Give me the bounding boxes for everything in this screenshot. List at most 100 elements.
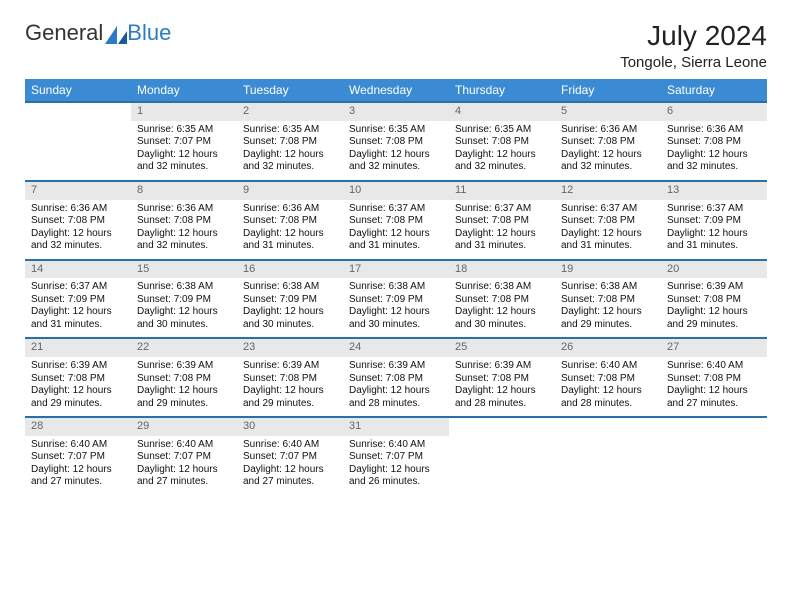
- calendar-day-cell: 26Sunrise: 6:40 AMSunset: 7:08 PMDayligh…: [555, 338, 661, 417]
- day-number: 29: [131, 418, 237, 436]
- daylight-line: Daylight: 12 hours and 31 minutes.: [243, 228, 337, 253]
- day-number: 12: [555, 182, 661, 200]
- daylight-line: Daylight: 12 hours and 32 minutes.: [667, 149, 761, 174]
- day-number: 24: [343, 339, 449, 357]
- day-data: Sunrise: 6:38 AMSunset: 7:09 PMDaylight:…: [237, 278, 343, 337]
- sunrise-line: Sunrise: 6:38 AM: [561, 281, 655, 294]
- calendar-day-cell: 8Sunrise: 6:36 AMSunset: 7:08 PMDaylight…: [131, 181, 237, 260]
- day-number: 20: [661, 261, 767, 279]
- daylight-line: Daylight: 12 hours and 27 minutes.: [31, 464, 125, 489]
- day-number: 13: [661, 182, 767, 200]
- sunrise-line: Sunrise: 6:36 AM: [243, 203, 337, 216]
- sunrise-line: Sunrise: 6:39 AM: [137, 360, 231, 373]
- sunset-line: Sunset: 7:07 PM: [137, 136, 231, 149]
- day-number-empty: [449, 418, 555, 437]
- day-number: 18: [449, 261, 555, 279]
- calendar-day-cell: 3Sunrise: 6:35 AMSunset: 7:08 PMDaylight…: [343, 102, 449, 181]
- sunrise-line: Sunrise: 6:38 AM: [137, 281, 231, 294]
- sunset-line: Sunset: 7:07 PM: [349, 451, 443, 464]
- day-data: Sunrise: 6:37 AMSunset: 7:08 PMDaylight:…: [343, 200, 449, 259]
- day-data: Sunrise: 6:39 AMSunset: 7:08 PMDaylight:…: [343, 357, 449, 416]
- sunrise-line: Sunrise: 6:36 AM: [137, 203, 231, 216]
- calendar-day-cell: 27Sunrise: 6:40 AMSunset: 7:08 PMDayligh…: [661, 338, 767, 417]
- day-data: Sunrise: 6:36 AMSunset: 7:08 PMDaylight:…: [131, 200, 237, 259]
- sunset-line: Sunset: 7:08 PM: [455, 294, 549, 307]
- sunset-line: Sunset: 7:08 PM: [667, 373, 761, 386]
- sunrise-line: Sunrise: 6:35 AM: [243, 124, 337, 137]
- daylight-line: Daylight: 12 hours and 28 minutes.: [561, 385, 655, 410]
- day-data: Sunrise: 6:40 AMSunset: 7:08 PMDaylight:…: [661, 357, 767, 416]
- day-number: 14: [25, 261, 131, 279]
- sunset-line: Sunset: 7:07 PM: [137, 451, 231, 464]
- sunrise-line: Sunrise: 6:40 AM: [137, 439, 231, 452]
- brand-word-2: Blue: [127, 20, 171, 46]
- daylight-line: Daylight: 12 hours and 28 minutes.: [349, 385, 443, 410]
- calendar-week-row: 14Sunrise: 6:37 AMSunset: 7:09 PMDayligh…: [25, 260, 767, 339]
- sunset-line: Sunset: 7:08 PM: [667, 294, 761, 307]
- calendar-day-cell: 5Sunrise: 6:36 AMSunset: 7:08 PMDaylight…: [555, 102, 661, 181]
- sunrise-line: Sunrise: 6:37 AM: [561, 203, 655, 216]
- sunrise-line: Sunrise: 6:36 AM: [667, 124, 761, 137]
- brand-sail-icon: [105, 24, 127, 42]
- daylight-line: Daylight: 12 hours and 26 minutes.: [349, 464, 443, 489]
- calendar-day-cell: 7Sunrise: 6:36 AMSunset: 7:08 PMDaylight…: [25, 181, 131, 260]
- day-number: 11: [449, 182, 555, 200]
- daylight-line: Daylight: 12 hours and 29 minutes.: [243, 385, 337, 410]
- calendar-day-cell: 10Sunrise: 6:37 AMSunset: 7:08 PMDayligh…: [343, 181, 449, 260]
- day-number: 16: [237, 261, 343, 279]
- day-data: Sunrise: 6:39 AMSunset: 7:08 PMDaylight:…: [237, 357, 343, 416]
- day-data: Sunrise: 6:39 AMSunset: 7:08 PMDaylight:…: [449, 357, 555, 416]
- day-number: 3: [343, 103, 449, 121]
- sunrise-line: Sunrise: 6:37 AM: [349, 203, 443, 216]
- day-number: 22: [131, 339, 237, 357]
- calendar-day-cell: 24Sunrise: 6:39 AMSunset: 7:08 PMDayligh…: [343, 338, 449, 417]
- day-number: 30: [237, 418, 343, 436]
- sunset-line: Sunset: 7:09 PM: [349, 294, 443, 307]
- day-data: Sunrise: 6:39 AMSunset: 7:08 PMDaylight:…: [661, 278, 767, 337]
- day-number: 21: [25, 339, 131, 357]
- calendar-day-cell: 6 Sunrise: 6:36 AMSunset: 7:08 PMDaylight…: [661, 102, 767, 181]
- sunrise-line: Sunrise: 6:38 AM: [243, 281, 337, 294]
- daylight-line: Daylight: 12 hours and 32 minutes.: [137, 228, 231, 253]
- day-data: Sunrise: 6:35 AMSunset: 7:08 PMDaylight:…: [237, 121, 343, 180]
- day-data: Sunrise: 6:37 AMSunset: 7:09 PMDaylight:…: [25, 278, 131, 337]
- daylight-line: Daylight: 12 hours and 27 minutes.: [243, 464, 337, 489]
- sunset-line: Sunset: 7:08 PM: [667, 136, 761, 149]
- day-number: 6: [661, 103, 767, 121]
- brand-word-1: General: [25, 20, 103, 46]
- calendar-day-cell: 20Sunrise: 6:39 AMSunset: 7:08 PMDayligh…: [661, 260, 767, 339]
- weekday-header: Monday: [131, 79, 237, 102]
- day-data: Sunrise: 6:37 AMSunset: 7:08 PMDaylight:…: [555, 200, 661, 259]
- sunrise-line: Sunrise: 6:38 AM: [455, 281, 549, 294]
- sunset-line: Sunset: 7:08 PM: [137, 215, 231, 228]
- sunset-line: Sunset: 7:09 PM: [137, 294, 231, 307]
- sunset-line: Sunset: 7:08 PM: [243, 373, 337, 386]
- sunrise-line: Sunrise: 6:36 AM: [31, 203, 125, 216]
- daylight-line: Daylight: 12 hours and 31 minutes.: [349, 228, 443, 253]
- sunset-line: Sunset: 7:07 PM: [243, 451, 337, 464]
- weekday-header: Thursday: [449, 79, 555, 102]
- weekday-header: Wednesday: [343, 79, 449, 102]
- weekday-header: Friday: [555, 79, 661, 102]
- calendar-day-cell: 30Sunrise: 6:40 AMSunset: 7:07 PMDayligh…: [237, 417, 343, 495]
- day-data: Sunrise: 6:36 AMSunset: 7:08 PMDaylight:…: [555, 121, 661, 180]
- sunrise-line: Sunrise: 6:39 AM: [243, 360, 337, 373]
- day-data: Sunrise: 6:40 AMSunset: 7:07 PMDaylight:…: [237, 436, 343, 495]
- daylight-line: Daylight: 12 hours and 32 minutes.: [561, 149, 655, 174]
- day-number: 15: [131, 261, 237, 279]
- header: General Blue July 2024 Tongole, Sierra L…: [25, 20, 767, 71]
- sunrise-line: Sunrise: 6:37 AM: [667, 203, 761, 216]
- month-title: July 2024: [620, 20, 767, 52]
- day-number: 19: [555, 261, 661, 279]
- sunset-line: Sunset: 7:08 PM: [137, 373, 231, 386]
- calendar-day-cell: 29Sunrise: 6:40 AMSunset: 7:07 PMDayligh…: [131, 417, 237, 495]
- sunset-line: Sunset: 7:08 PM: [349, 136, 443, 149]
- sunset-line: Sunset: 7:08 PM: [455, 215, 549, 228]
- daylight-line: Daylight: 12 hours and 29 minutes.: [31, 385, 125, 410]
- weekday-header-row: Sunday Monday Tuesday Wednesday Thursday…: [25, 79, 767, 102]
- day-data: Sunrise: 6:37 AMSunset: 7:08 PMDaylight:…: [449, 200, 555, 259]
- day-number: 9: [237, 182, 343, 200]
- daylight-line: Daylight: 12 hours and 31 minutes.: [455, 228, 549, 253]
- daylight-line: Daylight: 12 hours and 30 minutes.: [455, 306, 549, 331]
- day-number: 1: [131, 103, 237, 121]
